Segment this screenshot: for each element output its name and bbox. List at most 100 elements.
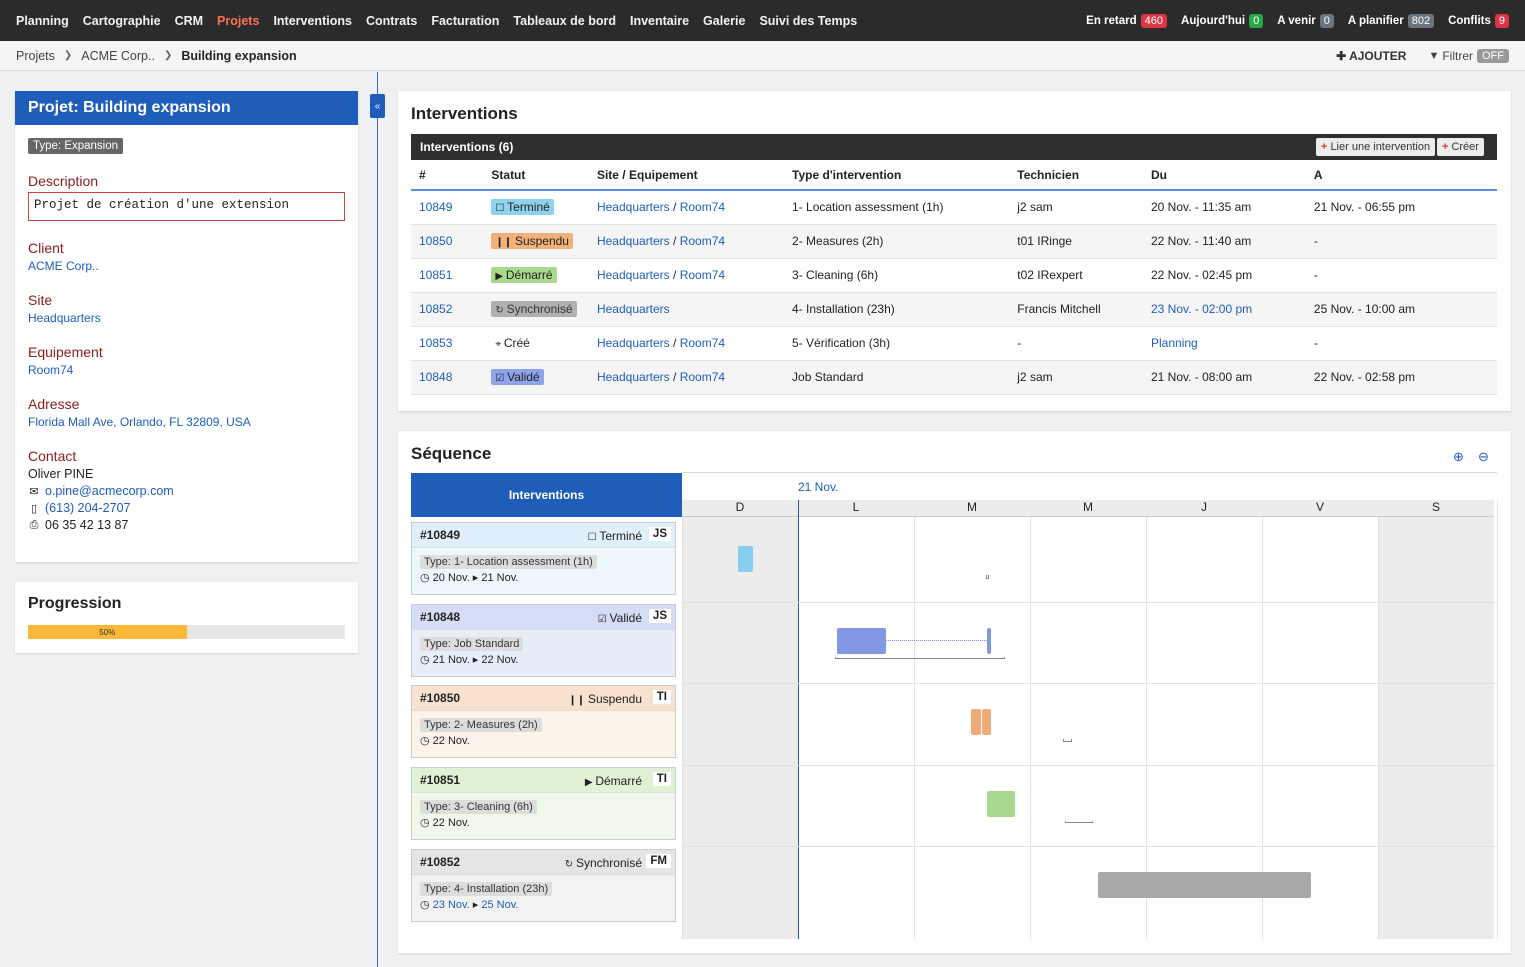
site-link[interactable]: Headquarters (596, 200, 670, 215)
contact-phone-link[interactable]: (613) 204-2707 (45, 501, 131, 515)
nav-item-tableaux-de-bord[interactable]: Tableaux de bord (513, 13, 616, 28)
equipment-link[interactable]: Room74 (679, 336, 726, 350)
link-intervention-button[interactable]: + Lier une intervention (1316, 138, 1436, 156)
column-header: Site / Equipement (588, 160, 785, 191)
gantt-bar[interactable] (837, 628, 886, 654)
nav-item-cartographie[interactable]: Cartographie (82, 13, 161, 28)
sequence-item[interactable]: #10849 ☐ Terminé JS Type: 1- Location asses… (411, 522, 676, 595)
nav-item-galerie[interactable]: Galerie (703, 13, 746, 28)
gantt-bar[interactable] (987, 628, 991, 654)
gantt-header-line (682, 472, 1497, 473)
equipment-link[interactable]: Room74 (679, 268, 726, 282)
cell-site: Headquarters / Room74 (588, 326, 785, 361)
counter-1[interactable]: Aujourd'hui 0 (1181, 13, 1264, 28)
table-row[interactable]: 10853 ⌖ Créé Headquarters / Room74 5- Vérif… (411, 326, 1497, 361)
status-icon: ☑ (495, 373, 508, 384)
breadcrumb-client[interactable]: ACME Corp.. (81, 48, 155, 63)
equipment-link[interactable]: Room74 (679, 200, 726, 215)
gantt-bar[interactable] (971, 709, 981, 735)
counter-4[interactable]: Conflits 9 (1448, 13, 1509, 28)
zoom-out-icon[interactable]: ⊖ (1478, 449, 1489, 464)
collapse-sidebar-button[interactable]: « (370, 94, 385, 118)
filter-state-badge[interactable]: OFF (1477, 49, 1509, 63)
table-row[interactable]: 10852 ↻ Synchronisé Headquarters 4- Install… (411, 292, 1497, 327)
description-field[interactable]: Projet de création d'une extension (28, 192, 345, 221)
gantt-day-6: S (1378, 500, 1494, 517)
counter-2[interactable]: A venir 0 (1277, 13, 1334, 28)
table-row[interactable]: 10849 ☐ Terminé Headquarters / Room74 1- Lo… (411, 190, 1497, 225)
site-link[interactable]: Headquarters (596, 234, 670, 248)
nav-item-projets[interactable]: Projets (217, 13, 260, 28)
gantt-connector (1065, 821, 1093, 823)
gantt-column (1030, 517, 1146, 939)
sequence-item[interactable]: #10852 ↻ Synchronisé FM Type: 4- Installati… (411, 849, 676, 922)
address-link[interactable]: Florida Mall Ave, Orlando, FL 32809, USA (28, 415, 251, 429)
intervention-id-link[interactable]: 10849 (419, 200, 453, 215)
intervention-id-link[interactable]: 10851 (419, 268, 453, 282)
equipment-link[interactable]: Room74 (28, 363, 74, 377)
sequence-item-body: Type: 3- Cleaning (6h) ◷ 22 Nov. (412, 793, 675, 829)
gantt-bar[interactable] (987, 791, 1015, 817)
site-link[interactable]: Headquarters (596, 302, 670, 316)
nav-menu: Planning Cartographie CRM Projets Interventi… (16, 14, 871, 28)
table-row[interactable]: 10850 ❙❙ Suspendu Headquarters / Room74 2- … (411, 224, 1497, 259)
counter-label: A venir (1277, 14, 1316, 27)
nav-item-contrats[interactable]: Contrats (365, 13, 418, 28)
description-label: Description (28, 173, 99, 189)
status-label: Validé (507, 370, 540, 384)
nav-item-crm[interactable]: CRM (174, 13, 204, 28)
nav-item-suivi-des-temps[interactable]: Suivi des Temps (759, 13, 858, 28)
contact-email-link[interactable]: o.pine@acmecorp.com (45, 484, 174, 498)
intervention-id-link[interactable]: 10850 (419, 234, 453, 248)
counter-3[interactable]: A planifier 802 (1348, 13, 1435, 28)
table-row[interactable]: 10848 ☑ Validé Headquarters / Room74 Job St… (411, 360, 1497, 395)
project-type-tag: Type: Expansion (28, 138, 124, 154)
site-link[interactable]: Headquarters (596, 268, 670, 282)
site-link[interactable]: Headquarters (596, 370, 670, 384)
sequence-item-number: #10851 (420, 773, 461, 787)
add-button[interactable]: ✚ AJOUTER (1336, 49, 1406, 63)
gantt-column (1262, 517, 1378, 939)
sequence-item-type: Type: 4- Installation (23h) (420, 882, 553, 896)
nav-item-interventions[interactable]: Interventions (273, 13, 352, 28)
cell-from: 20 Nov. - 11:35 am (1143, 190, 1306, 225)
table-row[interactable]: 10851 ▶ Démarré Headquarters / Room74 3- Cl… (411, 258, 1497, 293)
client-link[interactable]: ACME Corp.. (28, 259, 99, 273)
gantt-date-label: 21 Nov. (798, 480, 839, 494)
from-link[interactable]: 23 Nov. - 02:00 pm (1151, 302, 1253, 316)
equipment-link[interactable]: Room74 (679, 234, 726, 248)
sequence-item[interactable]: #10851 ▶ Démarré TI Type: 3- Cleaning (6h) ◷… (411, 767, 676, 840)
progress-fill: 50% (28, 625, 187, 639)
nav-item-facturation[interactable]: Facturation (431, 13, 500, 28)
site-link[interactable]: Headquarters (596, 336, 670, 350)
nav-item-planning[interactable]: Planning (16, 13, 69, 28)
filter-button[interactable]: ▼ Filtrer OFF (1428, 49, 1509, 63)
gantt-column (682, 517, 798, 939)
nav-item-inventaire[interactable]: Inventaire (629, 13, 690, 28)
clock-icon: ◷ (420, 572, 433, 584)
intervention-id-link[interactable]: 10848 (419, 370, 453, 384)
interventions-table: # Statut Site / Equipement Type d'intervent… (411, 160, 1497, 395)
from-link[interactable]: Planning (1151, 336, 1198, 350)
breadcrumb-projects[interactable]: Projets (16, 48, 55, 63)
gantt-bar[interactable] (1098, 872, 1311, 898)
interventions-title: Interventions (411, 104, 518, 123)
zoom-in-icon[interactable]: ⊕ (1453, 449, 1464, 464)
site-link[interactable]: Headquarters (28, 311, 101, 325)
gantt-bar[interactable] (738, 546, 753, 572)
equipment-link[interactable]: Room74 (679, 370, 726, 384)
sequence-item[interactable]: #10850 ❙❙ Suspendu TI Type: 2- Measures (2h… (411, 685, 676, 758)
sequence-item-type: Type: 1- Location assessment (1h) (420, 555, 597, 569)
date-from: 23 Nov. (432, 899, 470, 911)
sequence-item[interactable]: #10848 ☑ Validé JS Type: Job Standard ◷ 21 N… (411, 604, 676, 677)
intervention-id-link[interactable]: 10853 (419, 336, 453, 350)
cell-type: 2- Measures (2h) (784, 224, 1010, 259)
cell-id: 10849 (411, 190, 484, 225)
gantt-bar[interactable] (982, 709, 991, 735)
status-badge: ↻ Synchronisé (491, 301, 577, 317)
create-intervention-button[interactable]: + Créer (1437, 138, 1484, 156)
counter-0[interactable]: En retard 460 (1086, 13, 1168, 28)
status-label: Démarré (505, 268, 553, 282)
intervention-id-link[interactable]: 10852 (419, 302, 453, 316)
cell-type: 1- Location assessment (1h) (784, 190, 1010, 225)
